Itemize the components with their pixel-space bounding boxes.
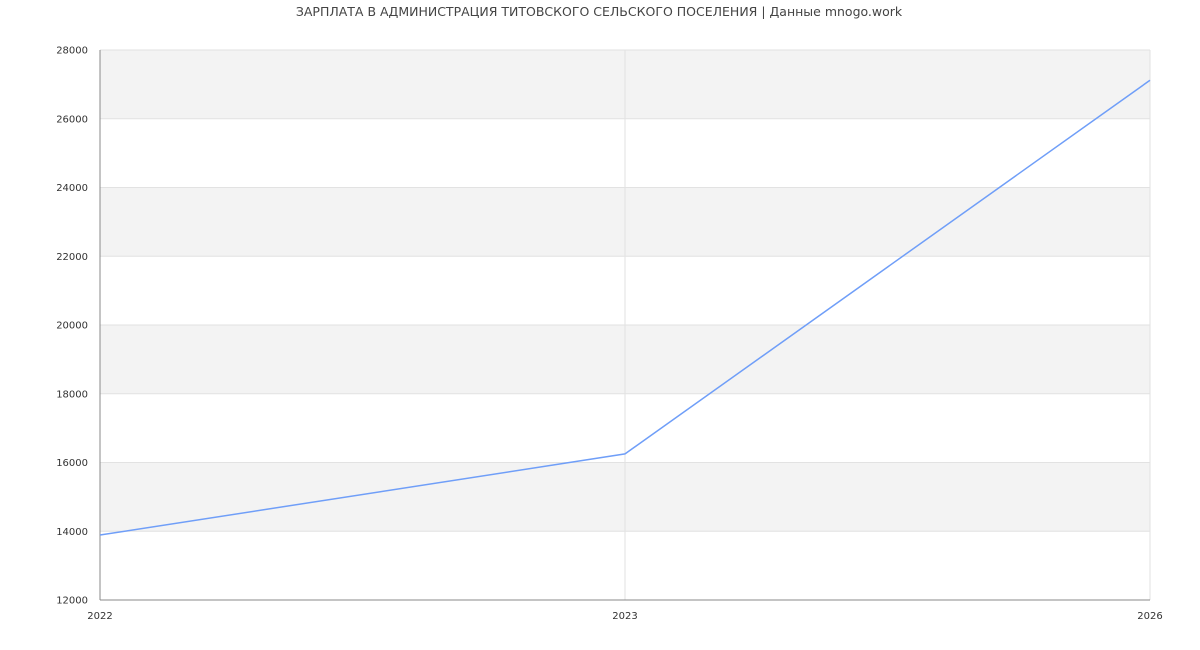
series [99,79,1151,536]
x-tick-label: 2023 [612,611,637,622]
y-tick-label: 24000 [56,183,88,194]
y-tick-label: 22000 [56,252,88,263]
y-tick-label: 26000 [56,114,88,125]
y-tick-label: 28000 [56,46,88,57]
y-tick-label: 20000 [56,321,88,332]
x-tick-labels: 2022 2023 2026 [87,611,1162,622]
y-tick-label: 18000 [56,389,88,400]
series-line [99,79,1151,536]
x-tick-label: 2022 [87,611,112,622]
y-tick-label: 16000 [56,458,88,469]
y-tick-label: 12000 [56,596,88,607]
y-tick-labels: 12000 14000 16000 18000 20000 22000 24000 26000… [56,46,88,607]
chart-title: ЗАРПЛАТА В АДМИНИСТРАЦИЯ ТИТОВСКОГО СЕЛЬ… [296,4,903,19]
x-tick-label: 2026 [1137,611,1162,622]
y-tick-label: 14000 [56,527,88,538]
axes [99,50,1150,601]
